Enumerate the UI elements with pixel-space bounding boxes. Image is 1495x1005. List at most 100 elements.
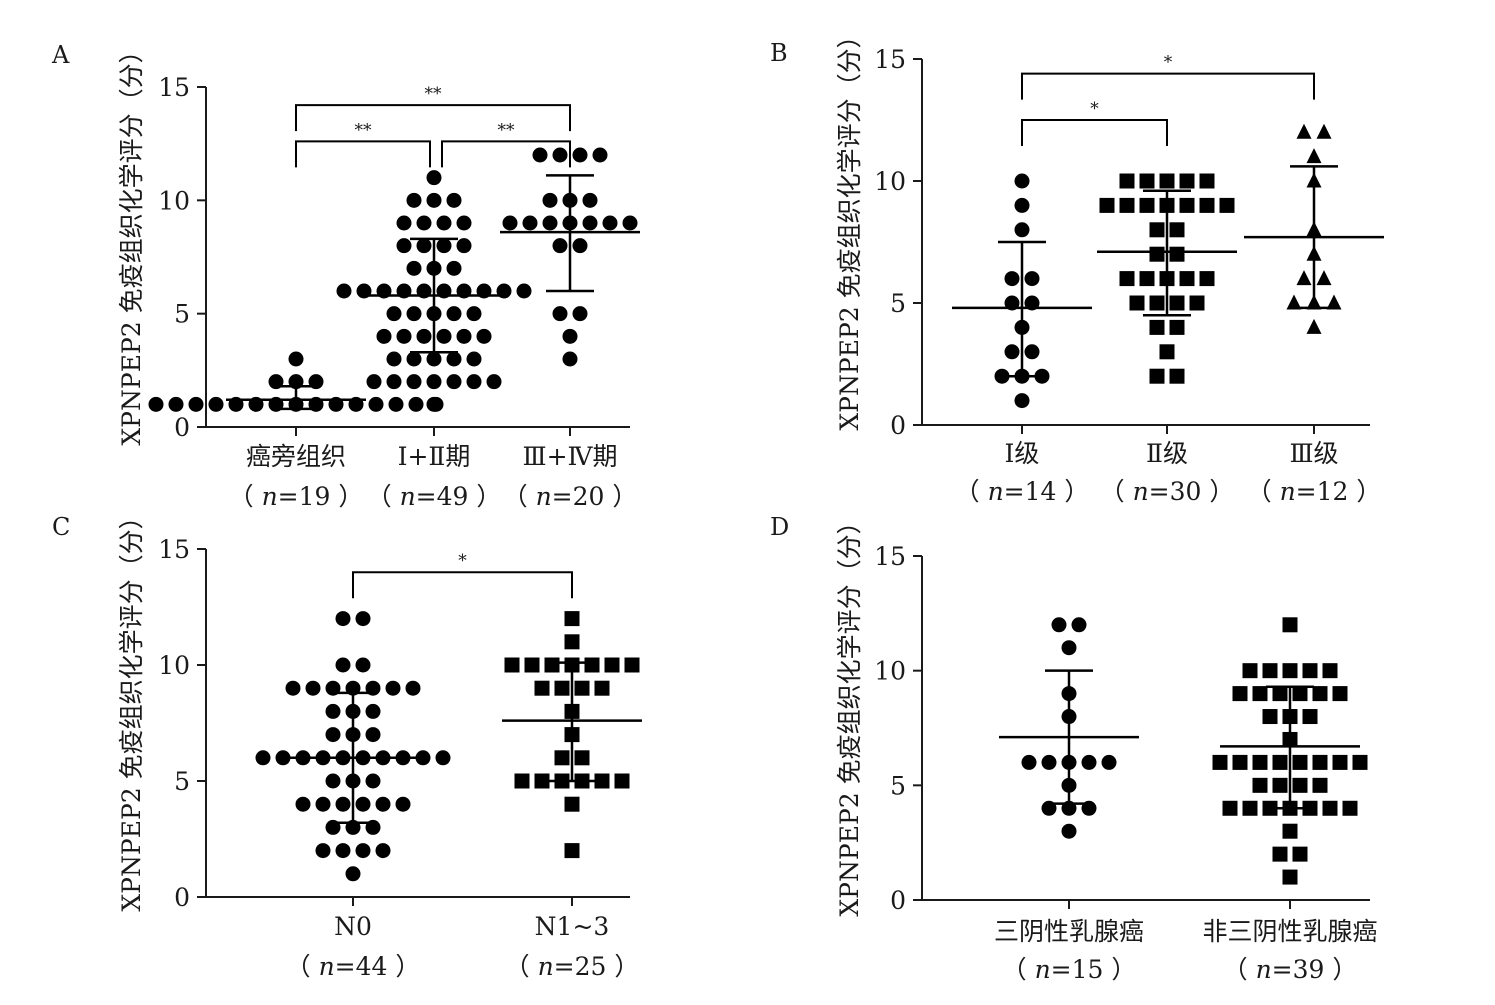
data-point	[426, 170, 442, 186]
data-point	[386, 306, 402, 322]
data-point	[1232, 754, 1248, 770]
data-point	[552, 238, 568, 254]
data-point	[1272, 754, 1288, 770]
y-axis-label: XPNPEP2 免疫组织化学评分（分）	[117, 504, 146, 911]
y-tick-label: 5	[174, 767, 190, 796]
data-point	[188, 396, 204, 412]
n-label: （ n=30 ）	[1100, 477, 1235, 506]
y-tick-label: 15	[158, 535, 190, 564]
data-point	[572, 238, 588, 254]
data-point	[406, 192, 422, 208]
data-point	[1199, 173, 1215, 189]
data-point	[1014, 393, 1030, 409]
data-point	[542, 192, 558, 208]
data-point	[148, 396, 164, 412]
category-label: N0	[334, 912, 372, 941]
data-point	[365, 727, 381, 743]
data-point	[524, 657, 540, 673]
y-tick-label: 15	[874, 542, 906, 571]
data-point	[614, 773, 630, 789]
y-tick-label: 15	[158, 73, 190, 102]
significance-label: **	[355, 120, 373, 140]
data-point	[355, 657, 371, 673]
data-point	[385, 680, 401, 696]
data-point	[1169, 222, 1185, 238]
data-point	[365, 773, 381, 789]
data-point	[1219, 197, 1235, 213]
data-point	[436, 215, 452, 231]
data-point	[345, 866, 361, 882]
data-point	[315, 843, 331, 859]
category-label: 癌旁组织	[246, 442, 346, 471]
data-point	[406, 260, 422, 276]
data-point	[622, 215, 638, 231]
bracket-line	[1021, 72, 1315, 100]
y-axis-label: XPNPEP2 免疫组织化学评分（分）	[835, 23, 864, 430]
data-point	[1342, 800, 1358, 816]
data-point	[1312, 754, 1328, 770]
data-point	[504, 657, 520, 673]
bracket-line	[295, 140, 431, 168]
y-tick-label: 10	[874, 657, 906, 686]
data-point	[564, 611, 580, 627]
data-point	[396, 328, 412, 344]
y-tick-label: 0	[174, 883, 190, 912]
significance-label: *	[458, 551, 467, 571]
data-point	[594, 773, 610, 789]
data-point	[1081, 754, 1097, 770]
data-point	[554, 750, 570, 766]
data-point	[1014, 197, 1030, 213]
data-point	[366, 374, 382, 390]
data-point	[1169, 368, 1185, 384]
y-tick-label: 10	[874, 167, 906, 196]
significance-bracket: **	[295, 84, 571, 132]
data-point	[562, 328, 578, 344]
group-2: Ⅰ+Ⅱ期 （ n=49 ）	[336, 170, 532, 511]
data-point	[1139, 271, 1155, 287]
significance-bracket: *	[1021, 99, 1168, 146]
data-point	[255, 750, 271, 766]
data-point	[564, 843, 580, 859]
data-point	[1316, 123, 1332, 139]
data-point	[1292, 777, 1308, 793]
data-point	[1159, 173, 1175, 189]
data-point	[408, 396, 424, 412]
category-label: Ⅰ+Ⅱ期	[398, 442, 471, 471]
data-point	[1232, 686, 1248, 702]
data-point	[355, 843, 371, 859]
data-point	[208, 396, 224, 412]
data-point	[386, 351, 402, 367]
data-point	[1296, 123, 1312, 139]
data-point	[456, 238, 472, 254]
data-point	[1306, 318, 1322, 334]
y-tick-label: 10	[158, 186, 190, 215]
group-1: N0 （ n=44 ）	[255, 611, 451, 981]
data-point	[336, 283, 352, 299]
data-point	[395, 796, 411, 812]
data-point	[466, 306, 482, 322]
panel-letter: B	[770, 39, 788, 67]
data-point	[562, 351, 578, 367]
group-1: 癌旁组织 （ n=19 ）	[148, 351, 444, 511]
y-tick-label: 5	[890, 771, 906, 800]
data-point	[594, 680, 610, 696]
data-point	[1316, 270, 1332, 286]
data-point	[1252, 777, 1268, 793]
data-point	[386, 374, 402, 390]
n-label: （ n=12 ）	[1247, 477, 1382, 506]
data-point	[406, 351, 422, 367]
significance-bracket: **	[295, 120, 431, 168]
panel-c: C XPNPEP2 免疫组织化学评分（分） 0 5 10 15 N0 （ n=44 ） N1~3…	[52, 504, 642, 981]
data-point	[335, 657, 351, 673]
data-point	[1332, 686, 1348, 702]
data-point	[534, 773, 550, 789]
data-point	[456, 215, 472, 231]
data-point	[168, 396, 184, 412]
data-point	[1252, 754, 1268, 770]
data-point	[574, 750, 590, 766]
y-tick-label: 0	[174, 413, 190, 442]
data-point	[446, 306, 462, 322]
data-point	[572, 306, 588, 322]
